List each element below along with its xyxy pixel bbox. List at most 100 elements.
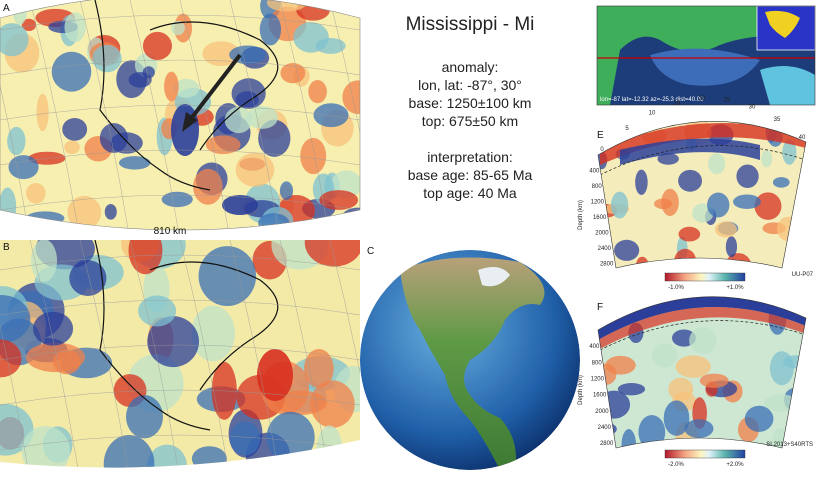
depth-tick-label: 2400 (598, 246, 612, 252)
anomaly-blob (310, 380, 355, 428)
x-tick-label: 30 (749, 104, 756, 110)
depth-line (599, 145, 806, 176)
anomaly-blob (293, 22, 329, 53)
anomaly-blob (300, 137, 327, 175)
panel-label: C (367, 246, 374, 257)
hot-anomaly (257, 349, 293, 401)
scale-min: -2.0% (668, 462, 684, 468)
anomaly-blob (333, 217, 356, 230)
graticule (329, 240, 360, 468)
color-bar (664, 449, 746, 459)
ice (478, 266, 510, 287)
graticule (179, 240, 231, 468)
graticule (0, 240, 31, 468)
text-line: base age: 85-65 Ma (408, 167, 533, 183)
x-tick-label: 40 (799, 135, 806, 141)
slab-anomaly (222, 195, 258, 215)
anomaly-blob (675, 355, 711, 378)
x-tick-label: 25 (724, 97, 731, 103)
graticule (0, 104, 360, 121)
text-line: lon, lat: -87°, 30° (418, 77, 522, 93)
anomaly-blob (103, 434, 155, 468)
depth-tick-label: 1200 (591, 199, 605, 205)
anomaly-blob (689, 327, 717, 355)
anomaly-blob (7, 126, 26, 156)
coastline (94, 0, 279, 191)
anomaly-blob (92, 44, 122, 73)
anomaly-blob (316, 425, 343, 468)
anomaly-blob (231, 78, 266, 109)
anomaly-blob (0, 403, 34, 456)
section-f (598, 296, 806, 448)
continent (400, 257, 545, 470)
anomaly-blob (118, 156, 151, 170)
anomaly-blob (772, 177, 790, 188)
scale-max: +1.0% (726, 285, 744, 291)
depth-tick-label: 1200 (591, 376, 605, 382)
anomaly-blob (36, 93, 49, 132)
anomaly-blob (674, 248, 697, 269)
panel-label: E (597, 130, 604, 141)
anomaly-blob (125, 395, 163, 439)
x-tick-label: 5 (625, 126, 629, 132)
anomaly-blob (99, 123, 128, 153)
lithosphere (598, 296, 806, 340)
anomaly-blob (725, 236, 738, 258)
depth-line (599, 320, 806, 351)
anomaly-blob (128, 240, 163, 275)
anomaly-blob (25, 183, 46, 204)
inset-shelf (760, 66, 815, 105)
anomaly-blob (21, 426, 70, 468)
depth-tick-label: 2000 (595, 230, 609, 236)
anomaly-blob (668, 377, 694, 401)
anomaly-blob (782, 139, 797, 165)
depth-tick-label: 1600 (593, 215, 607, 221)
anomaly-blob (8, 155, 39, 180)
anomaly-blob (64, 12, 86, 43)
text-line: interpretation: (427, 149, 513, 165)
anomaly-blob (171, 20, 185, 36)
anomaly-blob (654, 198, 673, 210)
anomaly-blob (205, 135, 241, 155)
lithosphere (598, 307, 806, 350)
anomaly-blob (142, 31, 172, 61)
section-frame (597, 296, 807, 449)
graticule (329, 0, 360, 230)
anomaly-blob (198, 246, 257, 307)
anomaly-blob (342, 80, 360, 115)
depth-tick-label: 2800 (600, 441, 614, 447)
anomaly-blob (776, 216, 801, 242)
anomaly-blob (313, 103, 349, 128)
anomaly-blob (280, 62, 306, 84)
x-tick-label: 0 (600, 147, 604, 153)
panel-label: A (3, 3, 10, 14)
anomaly-blob (259, 13, 282, 46)
graticule (0, 59, 360, 76)
graticule (0, 194, 360, 211)
anomaly-blob (678, 226, 701, 242)
model-name: SL2013+S40RTS (766, 442, 813, 448)
scale-max: +2.0% (726, 462, 744, 468)
anomaly-blob (173, 78, 200, 98)
anomaly-blob (319, 190, 359, 210)
anomaly-blob (12, 0, 43, 10)
graticule (129, 0, 181, 230)
anomaly-blob (340, 207, 360, 230)
graticule (0, 344, 360, 361)
anomaly-blob (651, 343, 678, 368)
anomaly-blob (138, 295, 177, 327)
depth-tick-label: 400 (589, 344, 600, 350)
depth-tick-label: 800 (592, 360, 603, 366)
inset-caption: lon=-87 lat=-12.32 az=-25.3 dist=40.00 (600, 97, 704, 103)
graticule (0, 299, 360, 316)
title: Mississippi - Mi (406, 14, 535, 35)
anomaly-blob (605, 355, 636, 375)
arrow (188, 53, 242, 122)
anomaly-blob (764, 394, 798, 412)
anomaly-blob (663, 400, 690, 436)
text-line: top age: 40 Ma (423, 185, 517, 201)
anomaly-blob (761, 150, 773, 168)
graticule (179, 0, 231, 230)
anomaly-blob (699, 373, 729, 388)
